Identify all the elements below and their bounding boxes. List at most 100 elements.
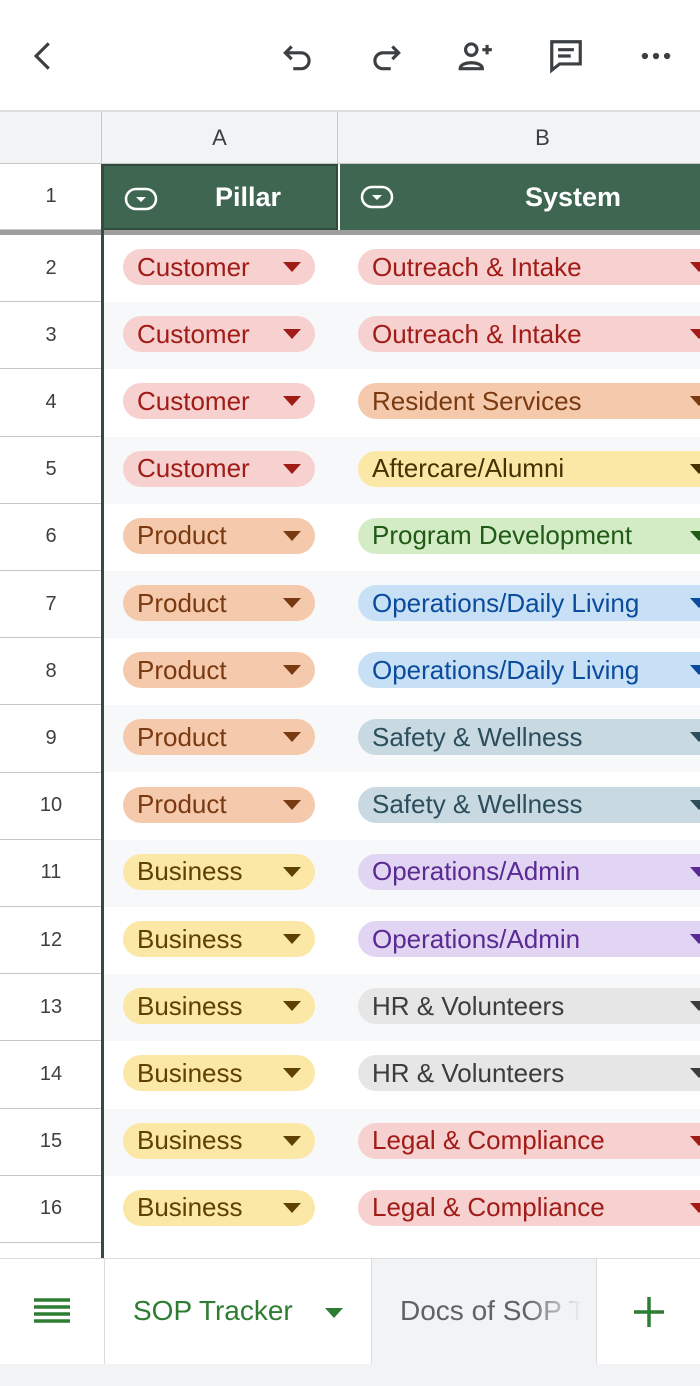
pillar-dropdown-chip[interactable]: Customer (123, 450, 315, 487)
system-dropdown-chip[interactable]: Legal & Compliance (358, 1189, 700, 1226)
header-cell-system[interactable]: System (340, 164, 700, 230)
system-dropdown-chip[interactable]: Outreach & Intake (358, 249, 700, 285)
system-dropdown-chip[interactable]: Safety & Wellness (358, 786, 700, 823)
row-number[interactable]: 3 (0, 302, 102, 370)
system-dropdown-chip[interactable]: Operations/Daily Living (358, 652, 700, 689)
pillar-dropdown-chip[interactable]: Customer (123, 249, 315, 285)
chevron-down-icon[interactable] (283, 665, 301, 676)
tab-docs-of-sop-tracker[interactable]: Docs of SOP Tracker (371, 1259, 596, 1365)
row-number[interactable]: 15 (0, 1109, 102, 1176)
row-number[interactable]: 4 (0, 369, 102, 437)
row-number[interactable]: 7 (0, 571, 102, 639)
chevron-down-icon[interactable] (283, 262, 301, 272)
row-number[interactable]: 6 (0, 504, 102, 571)
filter-dropdown-icon[interactable] (124, 187, 158, 211)
system-value: Resident Services (372, 385, 582, 416)
chevron-down-icon[interactable] (283, 598, 301, 608)
sheet-list-icon[interactable] (22, 1287, 82, 1337)
row-number[interactable]: 13 (0, 974, 102, 1042)
chevron-down-icon[interactable] (690, 1068, 700, 1079)
system-dropdown-chip[interactable]: HR & Volunteers (358, 988, 700, 1025)
pillar-dropdown-chip[interactable]: Product (123, 719, 315, 756)
column-header-b[interactable]: B (338, 112, 700, 164)
chevron-down-icon[interactable] (690, 329, 700, 340)
chevron-down-icon[interactable] (325, 1308, 343, 1318)
pillar-dropdown-chip[interactable]: Business (123, 853, 315, 890)
select-all-corner[interactable] (0, 112, 102, 164)
pillar-dropdown-chip[interactable]: Product (123, 786, 315, 823)
chevron-down-icon[interactable] (690, 799, 700, 810)
system-dropdown-chip[interactable]: Aftercare/Alumni (358, 450, 700, 487)
chevron-down-icon[interactable] (690, 598, 700, 608)
system-dropdown-chip[interactable]: HR & Volunteers (358, 1055, 700, 1092)
pillar-dropdown-chip[interactable]: Product (123, 585, 315, 621)
pillar-dropdown-chip[interactable]: Customer (123, 316, 315, 353)
tab-sop-tracker[interactable]: SOP Tracker (104, 1259, 371, 1365)
plus-icon[interactable] (596, 1259, 700, 1365)
add-person-icon[interactable] (448, 28, 504, 84)
chevron-down-icon[interactable] (283, 1135, 301, 1146)
chevron-down-icon[interactable] (690, 934, 700, 944)
system-dropdown-chip[interactable]: Legal & Compliance (358, 1122, 700, 1159)
row-number[interactable]: 1 (0, 164, 102, 230)
chevron-down-icon[interactable] (690, 1202, 700, 1213)
column-header-a[interactable]: A (102, 112, 338, 164)
row-number[interactable]: 12 (0, 907, 102, 975)
back-arrow-icon[interactable] (16, 28, 72, 84)
pillar-dropdown-chip[interactable]: Customer (123, 383, 315, 420)
filter-dropdown-icon[interactable] (360, 185, 394, 209)
row-number[interactable]: 2 (0, 235, 102, 303)
table-row: Customer Outreach & Intake (104, 235, 700, 302)
chevron-down-icon[interactable] (690, 1001, 700, 1012)
column-header-row: A B (0, 110, 700, 164)
row-number[interactable]: 11 (0, 840, 102, 907)
chevron-down-icon[interactable] (283, 396, 301, 407)
pillar-dropdown-chip[interactable]: Product (123, 652, 315, 689)
more-horizontal-icon[interactable] (628, 28, 684, 84)
row-number[interactable]: 9 (0, 705, 102, 773)
system-dropdown-chip[interactable]: Outreach & Intake (358, 316, 700, 353)
system-dropdown-chip[interactable]: Resident Services (358, 383, 700, 420)
chevron-down-icon[interactable] (690, 866, 700, 877)
chevron-down-icon[interactable] (690, 1135, 700, 1146)
system-dropdown-chip[interactable]: Program Development (358, 517, 700, 554)
row-number[interactable]: 8 (0, 638, 102, 706)
chevron-down-icon[interactable] (283, 799, 301, 810)
frozen-row-divider[interactable] (0, 230, 700, 235)
chevron-down-icon[interactable] (283, 463, 301, 474)
system-dropdown-chip[interactable]: Safety & Wellness (358, 719, 700, 756)
pillar-dropdown-chip[interactable]: Business (123, 988, 315, 1025)
pillar-dropdown-chip[interactable]: Business (123, 921, 315, 957)
chevron-down-icon[interactable] (283, 530, 301, 541)
row-number[interactable]: 10 (0, 773, 102, 840)
chevron-down-icon[interactable] (283, 329, 301, 340)
system-value: Operations/Admin (372, 923, 581, 954)
chevron-down-icon[interactable] (283, 866, 301, 877)
undo-icon[interactable] (270, 28, 326, 84)
redo-icon[interactable] (358, 28, 414, 84)
table-row: Product Operations/Daily Living (104, 571, 700, 638)
header-cell-pillar[interactable]: Pillar (102, 164, 338, 230)
pillar-dropdown-chip[interactable]: Business (123, 1055, 315, 1092)
chevron-down-icon[interactable] (283, 934, 301, 944)
chevron-down-icon[interactable] (283, 1068, 301, 1079)
system-dropdown-chip[interactable]: Operations/Admin (358, 921, 700, 957)
chevron-down-icon[interactable] (690, 463, 700, 474)
chevron-down-icon[interactable] (283, 1202, 301, 1213)
chevron-down-icon[interactable] (283, 732, 301, 743)
system-dropdown-chip[interactable]: Operations/Admin (358, 853, 700, 890)
chevron-down-icon[interactable] (690, 665, 700, 676)
chevron-down-icon[interactable] (690, 262, 700, 272)
chevron-down-icon[interactable] (690, 732, 700, 743)
pillar-dropdown-chip[interactable]: Product (123, 517, 315, 554)
pillar-dropdown-chip[interactable]: Business (123, 1189, 315, 1226)
chevron-down-icon[interactable] (690, 530, 700, 541)
row-number[interactable]: 14 (0, 1041, 102, 1109)
comment-icon[interactable] (538, 28, 594, 84)
system-dropdown-chip[interactable]: Operations/Daily Living (358, 585, 700, 621)
chevron-down-icon[interactable] (283, 1001, 301, 1012)
chevron-down-icon[interactable] (690, 396, 700, 407)
row-number[interactable]: 5 (0, 437, 102, 504)
pillar-dropdown-chip[interactable]: Business (123, 1122, 315, 1159)
row-number[interactable]: 16 (0, 1176, 102, 1243)
